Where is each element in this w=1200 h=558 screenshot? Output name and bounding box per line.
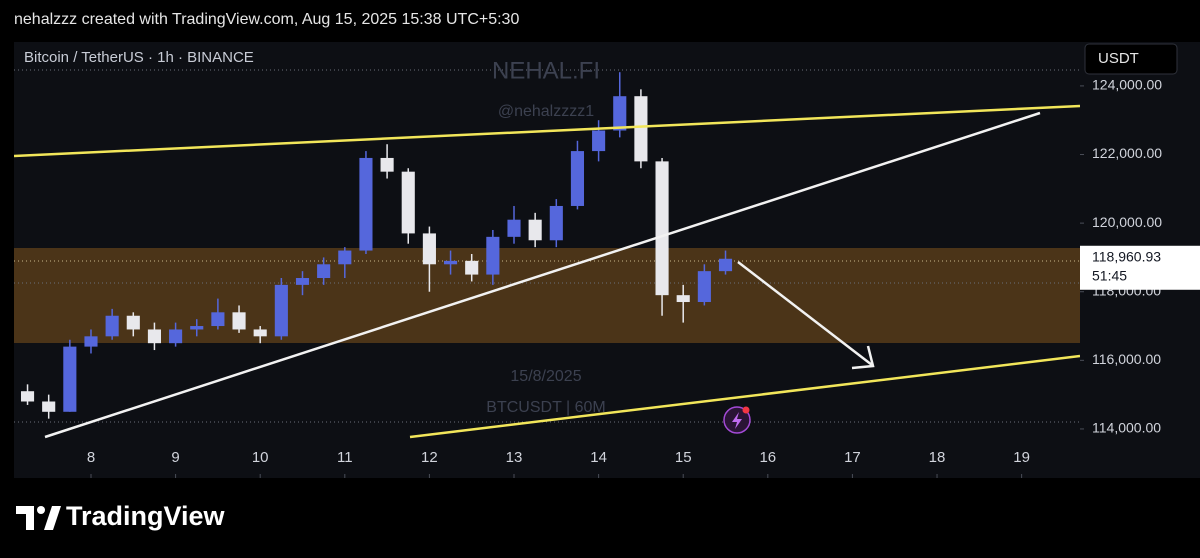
logo-text: TradingView xyxy=(66,501,226,531)
candle-body xyxy=(359,157,373,251)
chart-panel xyxy=(14,42,1200,478)
candle-body xyxy=(718,258,733,272)
alert-dot xyxy=(742,406,750,414)
x-tick-label: 12 xyxy=(421,449,438,466)
last-price-box xyxy=(1080,245,1200,290)
candle-body xyxy=(147,329,161,344)
candle-body xyxy=(380,157,394,172)
candle-body xyxy=(126,315,140,330)
x-tick-label: 8 xyxy=(87,449,95,466)
alert-icon-bolt xyxy=(732,412,742,429)
x-tick-label: 19 xyxy=(1013,449,1030,466)
y-tick-label: 114,000.00 xyxy=(1092,420,1161,436)
x-tick-label: 10 xyxy=(252,449,269,466)
y-tick-label: 124,000.00 xyxy=(1092,77,1162,93)
countdown-label: 51:45 xyxy=(1092,267,1127,283)
candle-body xyxy=(274,284,288,337)
x-tick-label: 13 xyxy=(506,449,523,466)
x-tick-label: 16 xyxy=(759,449,776,466)
candle-body xyxy=(211,312,225,327)
candle-body xyxy=(42,401,56,412)
zone xyxy=(14,248,1080,343)
candle-body xyxy=(507,219,521,237)
candle-body xyxy=(401,171,415,234)
candle-body xyxy=(549,205,563,241)
x-tick-label: 14 xyxy=(590,449,607,466)
y-tick-label: 120,000.00 xyxy=(1092,214,1162,230)
candle-body xyxy=(317,264,331,279)
candle-body xyxy=(443,260,458,265)
candle-body xyxy=(486,236,500,275)
watermark: NEHAL.FI xyxy=(492,57,600,84)
currency-button-label: USDT xyxy=(1098,50,1139,67)
candle-body xyxy=(63,346,77,412)
axes: 114,000.00116,000.00118,000.00120,000.00… xyxy=(87,77,1200,478)
y-tick-label: 122,000.00 xyxy=(1092,145,1162,161)
logo-icon xyxy=(37,506,45,514)
watermark: @nehalzzzz1 xyxy=(498,103,594,120)
candle-body xyxy=(422,233,436,265)
candle-body xyxy=(232,312,246,330)
candle-body xyxy=(465,260,479,275)
candles xyxy=(20,72,733,419)
x-tick-label: 18 xyxy=(929,449,946,466)
arrow xyxy=(737,261,873,366)
chart-title: Bitcoin / TetherUS · 1h · BINANCE xyxy=(24,49,254,66)
candle-body xyxy=(20,391,35,402)
trendline xyxy=(409,354,1080,439)
candle-body xyxy=(295,278,310,285)
x-tick-label: 17 xyxy=(844,449,861,466)
candle-body xyxy=(613,96,627,131)
candle-body xyxy=(169,329,183,344)
candle-body xyxy=(84,336,98,347)
candle-body xyxy=(570,151,585,206)
y-tick-label: 116,000.00 xyxy=(1092,351,1161,367)
candle-body xyxy=(676,295,690,303)
arrow-head xyxy=(851,345,875,370)
candle-body xyxy=(634,96,648,162)
last-price-label: 118,960.93 xyxy=(1092,248,1161,264)
trendline xyxy=(44,111,1041,439)
candle-body xyxy=(105,315,119,337)
watermark: 15/8/2025 xyxy=(510,368,581,385)
header-text: nehalzzz created with TradingView.com, A… xyxy=(14,11,519,28)
logo: TradingView xyxy=(16,501,226,531)
candle-body xyxy=(655,161,669,296)
x-tick-label: 11 xyxy=(337,449,353,466)
x-tick-label: 15 xyxy=(675,449,692,466)
logo-icon xyxy=(44,506,61,530)
candle-body xyxy=(528,219,542,241)
drawings xyxy=(14,104,1080,439)
candle-body xyxy=(697,271,711,303)
candle-body xyxy=(253,329,267,337)
watermark: BTCUSDT | 60M xyxy=(486,399,605,416)
candle-body xyxy=(190,326,204,330)
candle-body xyxy=(338,250,352,265)
trendline xyxy=(14,104,1080,158)
currency-button[interactable] xyxy=(1084,43,1178,75)
logo-icon xyxy=(16,506,34,530)
x-tick-label: 9 xyxy=(171,449,179,466)
candle-body xyxy=(592,130,606,152)
dotted-lines xyxy=(14,69,1080,423)
